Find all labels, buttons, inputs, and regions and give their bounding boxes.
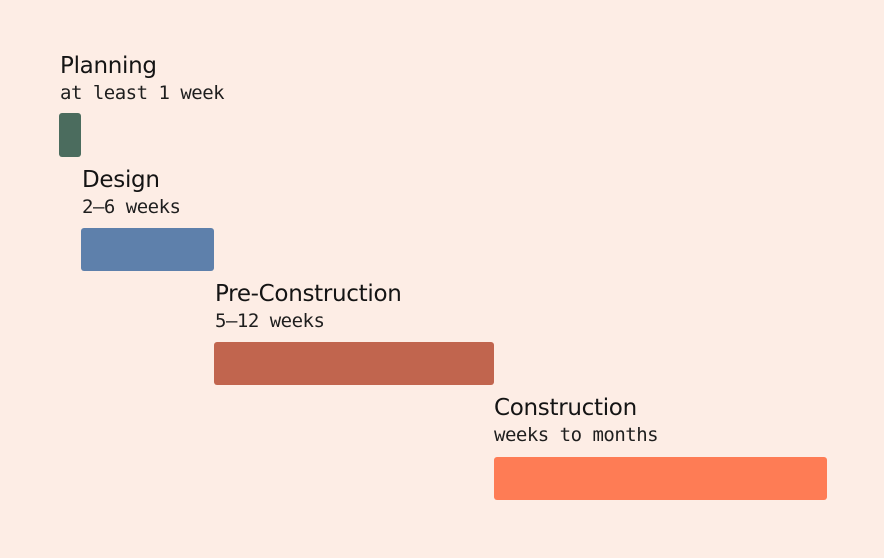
phase-duration: weeks to months [494, 424, 659, 446]
phase-name: Pre-Construction [215, 281, 402, 307]
phase-duration: at least 1 week [60, 82, 225, 104]
phase-name: Design [82, 167, 160, 193]
phase-name: Construction [494, 395, 637, 421]
phase-duration: 2–6 weeks [82, 196, 181, 218]
phase-name: Planning [60, 53, 157, 79]
phase-bar [494, 457, 827, 500]
phase-bar [214, 342, 494, 385]
phase-bar [59, 113, 81, 157]
phase-bar [81, 228, 214, 271]
phase-duration: 5–12 weeks [215, 310, 325, 332]
